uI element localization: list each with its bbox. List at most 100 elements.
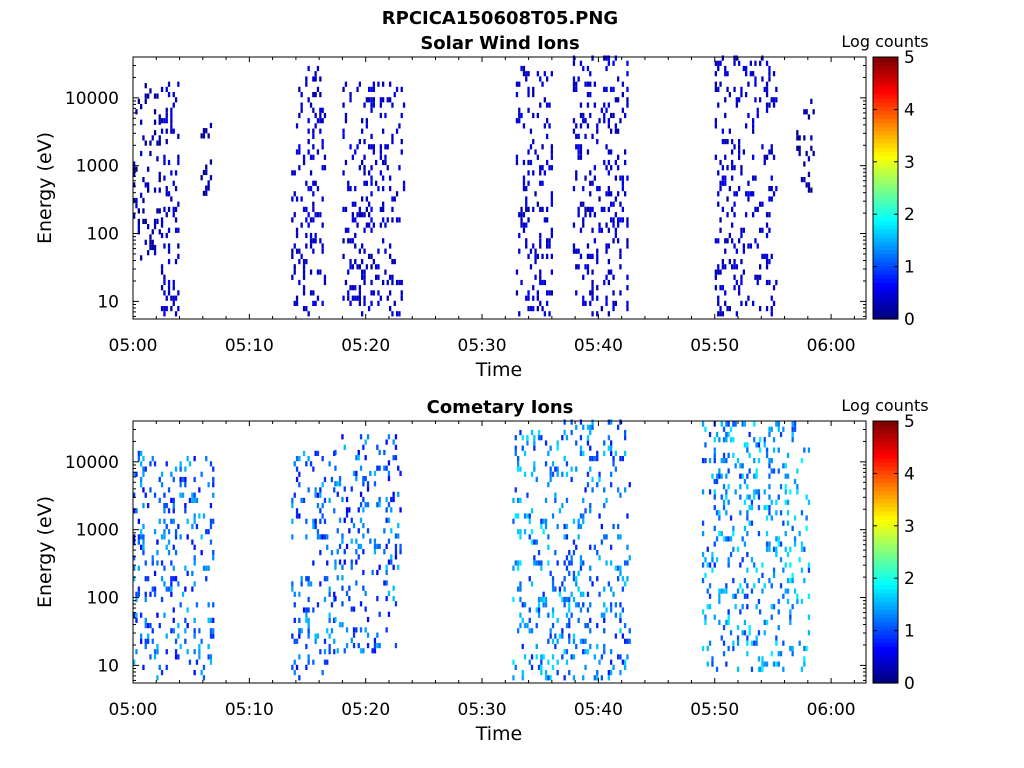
spectrogram-cell — [363, 227, 366, 233]
spectrogram-cell — [172, 607, 175, 613]
spectrogram-cell — [732, 546, 735, 552]
spectrogram-cell — [782, 593, 785, 599]
spectrogram-cell — [151, 555, 154, 561]
spectrogram-cell — [533, 466, 536, 472]
spectrogram-cell — [172, 300, 175, 306]
spectrogram-cell — [715, 473, 719, 479]
spectrogram-cell — [759, 201, 762, 207]
spectrogram-cell — [307, 654, 310, 660]
spectrogram-cell — [563, 560, 566, 566]
spectrogram-cell — [202, 133, 206, 139]
x-tick-label: 05:10 — [225, 700, 274, 720]
spectrogram-cell — [568, 623, 571, 629]
spectrogram-cell — [512, 675, 515, 681]
spectrogram-cell — [383, 580, 386, 586]
colorbar-swatch — [873, 310, 898, 316]
spectrogram-cell — [537, 435, 541, 441]
spectrogram-cell — [749, 191, 752, 197]
spectrogram-cell — [770, 604, 773, 610]
spectrogram-cell — [314, 523, 317, 530]
spectrogram-cell — [521, 675, 524, 681]
spectrogram-cell — [619, 201, 622, 207]
spectrogram-cell — [372, 222, 375, 228]
spectrogram-cell — [734, 593, 737, 599]
spectrogram-cell — [544, 523, 548, 530]
spectrogram-cell — [355, 470, 358, 476]
spectrogram-cell — [370, 264, 373, 270]
spectrogram-cell — [621, 180, 624, 186]
spectrogram-cell — [748, 625, 751, 631]
colorbar-swatch — [873, 482, 898, 488]
colorbar-swatch — [873, 138, 898, 144]
spectrogram-cell — [721, 264, 724, 270]
spectrogram-cell — [600, 227, 603, 233]
spectrogram-cell — [372, 259, 375, 265]
spectrogram-cell — [584, 133, 587, 139]
spectrogram-cell — [772, 71, 776, 77]
spectrogram-cell — [391, 274, 394, 280]
spectrogram-cell — [351, 264, 354, 270]
spectrogram-cell — [793, 515, 797, 521]
spectrogram-cell — [512, 497, 515, 503]
spectrogram-cell — [537, 429, 541, 436]
spectrogram-cell — [582, 424, 585, 430]
spectrogram-cell — [612, 222, 615, 228]
spectrogram-cell — [761, 201, 764, 207]
spectrogram-cell — [158, 497, 161, 503]
spectrogram-cell — [739, 484, 742, 490]
spectrogram-cell — [579, 638, 583, 644]
spectrogram-cell — [156, 539, 159, 545]
spectrogram-cell — [167, 191, 171, 197]
spectrogram-cell — [547, 612, 550, 618]
spectrogram-cell — [720, 531, 723, 537]
spectrogram-cell — [375, 274, 378, 280]
colorbar-tick-label: 0 — [904, 310, 915, 330]
spectrogram-cell — [160, 596, 164, 603]
spectrogram-cell — [593, 175, 596, 181]
spectrogram-cell — [356, 144, 359, 150]
spectrogram-cell — [757, 505, 761, 511]
spectrogram-cell — [626, 544, 629, 550]
spectrogram-cell — [586, 471, 590, 477]
spectrogram-cell — [584, 623, 587, 629]
spectrogram-cell — [191, 492, 194, 498]
spectrogram-cell — [209, 617, 213, 623]
spectrogram-cell — [743, 421, 747, 427]
spectrogram-cell — [316, 186, 320, 192]
spectrogram-cell — [298, 482, 301, 488]
spectrogram-cell — [765, 86, 769, 92]
spectrogram-cell — [133, 539, 136, 545]
colorbar-swatch — [873, 65, 898, 70]
spectrogram-cell — [316, 86, 320, 92]
spectrogram-cell — [717, 264, 720, 270]
spectrogram-cell — [379, 295, 382, 301]
spectrogram-cell — [184, 628, 187, 634]
spectrogram-cell — [596, 670, 599, 676]
spectrogram-cell — [291, 497, 294, 503]
spectrogram-cell — [525, 196, 528, 202]
spectrogram-cell — [305, 259, 308, 265]
spectrogram-cell — [717, 102, 720, 108]
colorbar-swatch — [873, 498, 898, 504]
spectrogram-cell — [726, 139, 729, 145]
spectrogram-cell — [298, 628, 301, 634]
spectrogram-cell — [528, 628, 531, 634]
spectrogram-cell — [328, 617, 331, 623]
spectrogram-cell — [772, 468, 776, 474]
colorbar-swatch — [873, 273, 898, 279]
spectrogram-cell — [527, 159, 530, 166]
spectrogram-cell — [321, 513, 324, 519]
spectrogram-cell — [149, 140, 152, 146]
spectrogram-cell — [153, 130, 157, 136]
spectrogram-cell — [596, 259, 599, 265]
spectrogram-cell — [748, 520, 751, 526]
spectrogram-cell — [753, 473, 756, 479]
colorbar-swatch — [873, 126, 898, 132]
spectrogram-cell — [605, 274, 608, 280]
spectrogram-cell — [319, 649, 322, 655]
spectrogram-cell — [385, 543, 388, 549]
spectrogram-cell — [777, 536, 780, 542]
spectrogram-cell — [603, 86, 606, 92]
spectrogram-cell — [151, 628, 154, 634]
spectrogram-cell — [522, 175, 526, 181]
